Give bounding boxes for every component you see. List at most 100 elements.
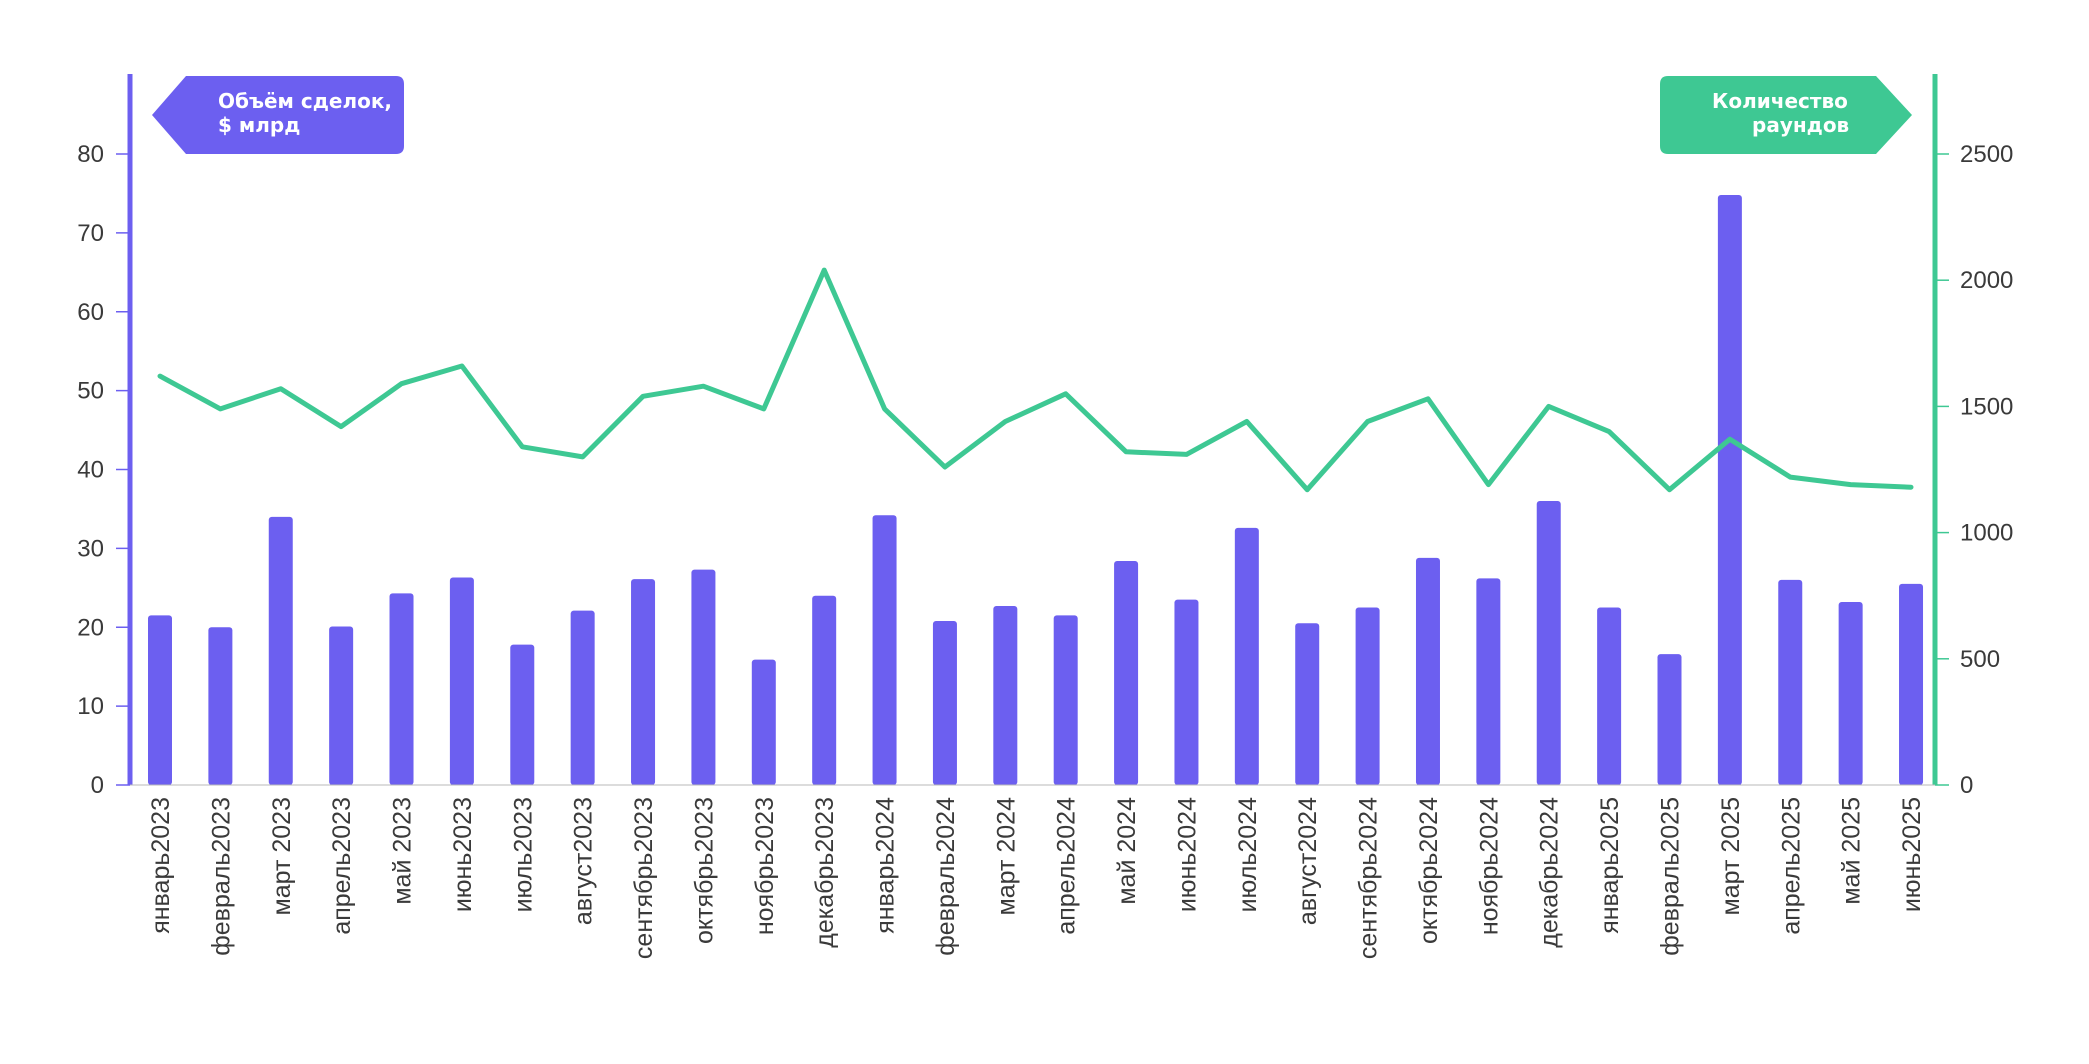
bar-14 (932, 620, 957, 785)
bar-1 (148, 615, 172, 785)
category-label-3: март 2023 (268, 797, 296, 915)
right-axis-title-line1: Количество (1712, 89, 1848, 113)
bar-7 (510, 644, 535, 785)
axes (127, 74, 1938, 786)
bar-28 (1778, 579, 1803, 785)
bar-22 (1415, 557, 1440, 785)
bar-5 (389, 593, 414, 785)
right-tick-label: 2000 (1960, 267, 2013, 294)
rounds-point-26 (1668, 488, 1671, 492)
bar-9 (631, 579, 656, 785)
rounds-point-28 (1788, 475, 1792, 479)
rounds-point-19 (1245, 420, 1249, 423)
rounds-point-23 (1486, 483, 1490, 487)
rounds-point-29 (1849, 483, 1853, 487)
right-tick-label: 0 (1960, 772, 1973, 799)
bar-29 (1838, 602, 1863, 785)
rounds-point-10 (701, 384, 705, 388)
right-tick-label: 500 (1960, 646, 2000, 673)
rounds-point-7 (520, 445, 524, 449)
bar-12 (812, 595, 837, 785)
left-tick-label: 70 (77, 220, 104, 247)
bar-21 (1355, 607, 1380, 785)
rounds-point-27 (1728, 437, 1732, 441)
rounds-point-8 (581, 455, 585, 459)
rounds-point-25 (1607, 430, 1611, 434)
rounds-line (157, 267, 1914, 493)
bar-23 (1476, 578, 1501, 785)
category-label-29: май 2025 (1838, 797, 1866, 905)
rounds-point-4 (339, 425, 343, 429)
bar-4 (329, 626, 354, 785)
rounds-point-24 (1547, 404, 1551, 408)
category-label-6: июнь2023 (449, 797, 477, 912)
category-labels: январь2023 февраль2023 март 2023 апрель2023… (147, 797, 1926, 959)
bar-16 (1053, 615, 1078, 785)
category-label-25: январь2025 (1596, 797, 1624, 934)
category-label-12: декабрь2023 (811, 797, 839, 948)
bar-27 (1717, 195, 1742, 785)
bar-3 (268, 516, 293, 785)
category-label-7: июль2023 (509, 797, 537, 912)
category-label-16: апрель2024 (1053, 797, 1081, 935)
bar-8 (570, 610, 595, 785)
left-axis-tag: Объём сделок, $ млрд (152, 76, 404, 154)
rounds-point-15 (1003, 420, 1007, 423)
category-label-10: октябрь2023 (690, 797, 718, 944)
rounds-point-1 (158, 374, 162, 378)
category-label-17: май 2024 (1113, 797, 1141, 905)
category-label-30: июнь2025 (1898, 797, 1926, 912)
category-label-23: ноябрь2024 (1475, 797, 1503, 935)
category-label-4: апрель2023 (328, 797, 356, 935)
category-label-22: октябрь2024 (1415, 797, 1443, 944)
right-tick-label: 1500 (1960, 393, 2013, 420)
right-tick-label: 2500 (1960, 141, 2013, 168)
rounds-point-14 (943, 465, 947, 469)
bar-17 (1114, 560, 1139, 785)
rounds-point-13 (883, 407, 887, 411)
category-label-18: июнь2024 (1173, 797, 1201, 912)
category-label-8: август2023 (570, 797, 598, 925)
rounds-point-5 (400, 382, 403, 386)
category-label-20: август2024 (1294, 797, 1322, 925)
bar-10 (691, 569, 716, 785)
right-axis-title-line2: раундов (1752, 113, 1849, 137)
rounds-point-16 (1064, 392, 1068, 396)
category-label-9: сентябрь2023 (630, 797, 658, 959)
bar-25 (1597, 607, 1622, 785)
bar-24 (1536, 501, 1561, 785)
category-label-5: май 2023 (389, 797, 417, 905)
rounds-point-3 (279, 387, 283, 391)
left-tick-label: 0 (91, 772, 104, 799)
category-label-27: март 2025 (1717, 797, 1745, 915)
category-label-15: март 2024 (992, 797, 1020, 916)
right-tick-label: 1000 (1960, 520, 2013, 547)
right-axis-tag-shape (1660, 76, 1912, 154)
bar-18 (1174, 599, 1199, 785)
bar-19 (1234, 527, 1259, 785)
tick-labels: 0 10 20 30 40 50 60 70 80 0 500 1000 1500 2000 2500 (77, 141, 2013, 799)
left-axis-tag-shape (152, 76, 404, 154)
category-label-28: апрель2025 (1777, 797, 1805, 935)
bar-2 (208, 627, 233, 785)
bar-6 (449, 577, 474, 785)
left-tick-label: 50 (77, 378, 104, 405)
rounds-point-2 (218, 407, 222, 411)
category-label-21: сентябрь2024 (1355, 797, 1383, 959)
rounds-point-12 (822, 268, 826, 272)
bar-20 (1295, 623, 1320, 785)
bar-series-volume (148, 195, 1924, 785)
left-tick-label: 80 (77, 141, 104, 168)
rounds-point-21 (1366, 420, 1370, 423)
left-tick-label: 10 (77, 693, 104, 720)
category-label-24: декабрь2024 (1536, 797, 1564, 948)
category-label-14: февраль2024 (932, 797, 960, 956)
rounds-point-30 (1909, 485, 1913, 489)
bar-15 (993, 605, 1018, 785)
left-tick-label: 40 (77, 457, 104, 484)
left-axis-title-line1: Объём сделок, (218, 89, 392, 113)
rounds-point-20 (1305, 488, 1309, 492)
rounds-point-22 (1426, 397, 1430, 401)
bar-11 (751, 659, 776, 785)
